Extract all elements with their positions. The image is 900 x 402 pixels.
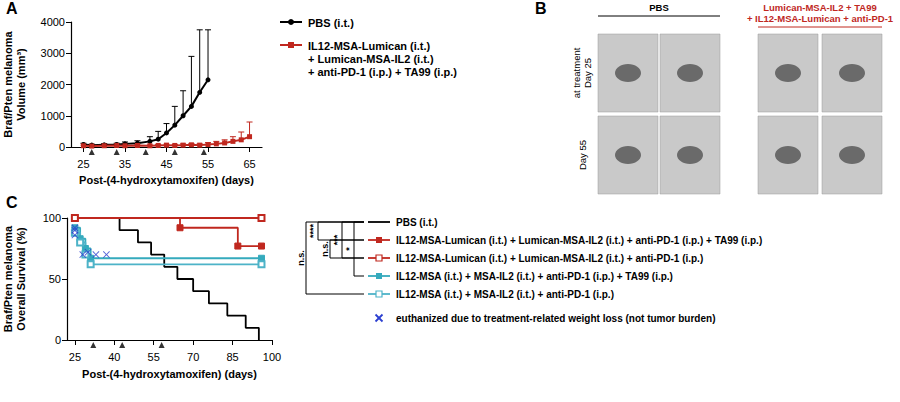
svg-text:Braf/Pten melanoma: Braf/Pten melanoma xyxy=(2,30,14,137)
svg-text:IL12-MSA (i.t.) + MSA-IL2 (i.t: IL12-MSA (i.t.) + MSA-IL2 (i.t.) + anti-… xyxy=(396,289,614,300)
svg-text:A: A xyxy=(6,0,18,17)
svg-text:euthanized due to treatment-re: euthanized due to treatment-related weig… xyxy=(396,313,715,324)
svg-text:+ IL12-MSA-Lumican + anti-PD-1: + IL12-MSA-Lumican + anti-PD-1 xyxy=(747,13,894,24)
svg-text:IL12-MSA-Lumican (i.t.): IL12-MSA-Lumican (i.t.) xyxy=(308,40,431,52)
svg-text:55: 55 xyxy=(202,158,214,170)
svg-text:IL12-MSA-Lumican (i.t.) + Lumi: IL12-MSA-Lumican (i.t.) + Lumican-MSA-IL… xyxy=(396,253,703,264)
svg-text:40: 40 xyxy=(108,351,120,363)
svg-text:0: 0 xyxy=(59,141,65,153)
svg-text:50: 50 xyxy=(49,273,61,285)
svg-text:0: 0 xyxy=(55,334,61,346)
svg-text:25: 25 xyxy=(77,158,89,170)
svg-text:n.s.: n.s. xyxy=(296,250,306,266)
svg-text:at treatment: at treatment xyxy=(571,47,582,98)
svg-text:Post-(4-hydroxytamoxifen) (day: Post-(4-hydroxytamoxifen) (days) xyxy=(79,174,254,186)
svg-text:2000: 2000 xyxy=(41,79,65,91)
svg-text:C: C xyxy=(6,194,18,211)
svg-text:Lumican-MSA-IL2 + TA99: Lumican-MSA-IL2 + TA99 xyxy=(763,2,877,13)
svg-text:PBS (i.t.): PBS (i.t.) xyxy=(308,17,354,29)
svg-text:Day 25: Day 25 xyxy=(582,58,593,88)
svg-text:Volume (mm³): Volume (mm³) xyxy=(15,48,27,121)
svg-text:3000: 3000 xyxy=(41,47,65,59)
svg-text:****: **** xyxy=(308,224,318,239)
svg-text:+ anti-PD-1 (i.p.) + TA99 (i.p: + anti-PD-1 (i.p.) + TA99 (i.p.) xyxy=(308,66,457,78)
svg-text:PBS: PBS xyxy=(649,2,669,13)
svg-text:Post-(4-hydroxytamoxifen) (day: Post-(4-hydroxytamoxifen) (days) xyxy=(82,368,257,380)
svg-text:***: *** xyxy=(332,234,342,245)
svg-text:45: 45 xyxy=(160,158,172,170)
svg-text:85: 85 xyxy=(226,351,238,363)
svg-text:1000: 1000 xyxy=(41,110,65,122)
svg-text:+ Lumican-MSA-IL2 (i.t.): + Lumican-MSA-IL2 (i.t.) xyxy=(308,53,434,65)
svg-text:PBS (i.t.): PBS (i.t.) xyxy=(396,217,438,228)
svg-text:35: 35 xyxy=(119,158,131,170)
svg-text:n.s.: n.s. xyxy=(320,241,330,257)
svg-text:*: * xyxy=(344,247,354,251)
svg-text:IL12-MSA-Lumican (i.t.) + Lumi: IL12-MSA-Lumican (i.t.) + Lumican-MSA-IL… xyxy=(396,235,762,246)
svg-text:100: 100 xyxy=(43,212,61,224)
svg-text:B: B xyxy=(535,0,547,17)
svg-text:4000: 4000 xyxy=(41,16,65,28)
svg-text:70: 70 xyxy=(187,351,199,363)
svg-text:65: 65 xyxy=(243,158,255,170)
svg-text:Day 55: Day 55 xyxy=(577,140,588,170)
svg-text:25: 25 xyxy=(69,351,81,363)
svg-text:55: 55 xyxy=(148,351,160,363)
svg-text:Overall Survival (%): Overall Survival (%) xyxy=(15,227,27,331)
svg-text:100: 100 xyxy=(263,351,281,363)
svg-text:IL12-MSA (i.t.) + MSA-IL2 (i.t: IL12-MSA (i.t.) + MSA-IL2 (i.t.) + anti-… xyxy=(396,271,673,282)
svg-text:Braf/Pten melanoma: Braf/Pten melanoma xyxy=(2,225,14,332)
